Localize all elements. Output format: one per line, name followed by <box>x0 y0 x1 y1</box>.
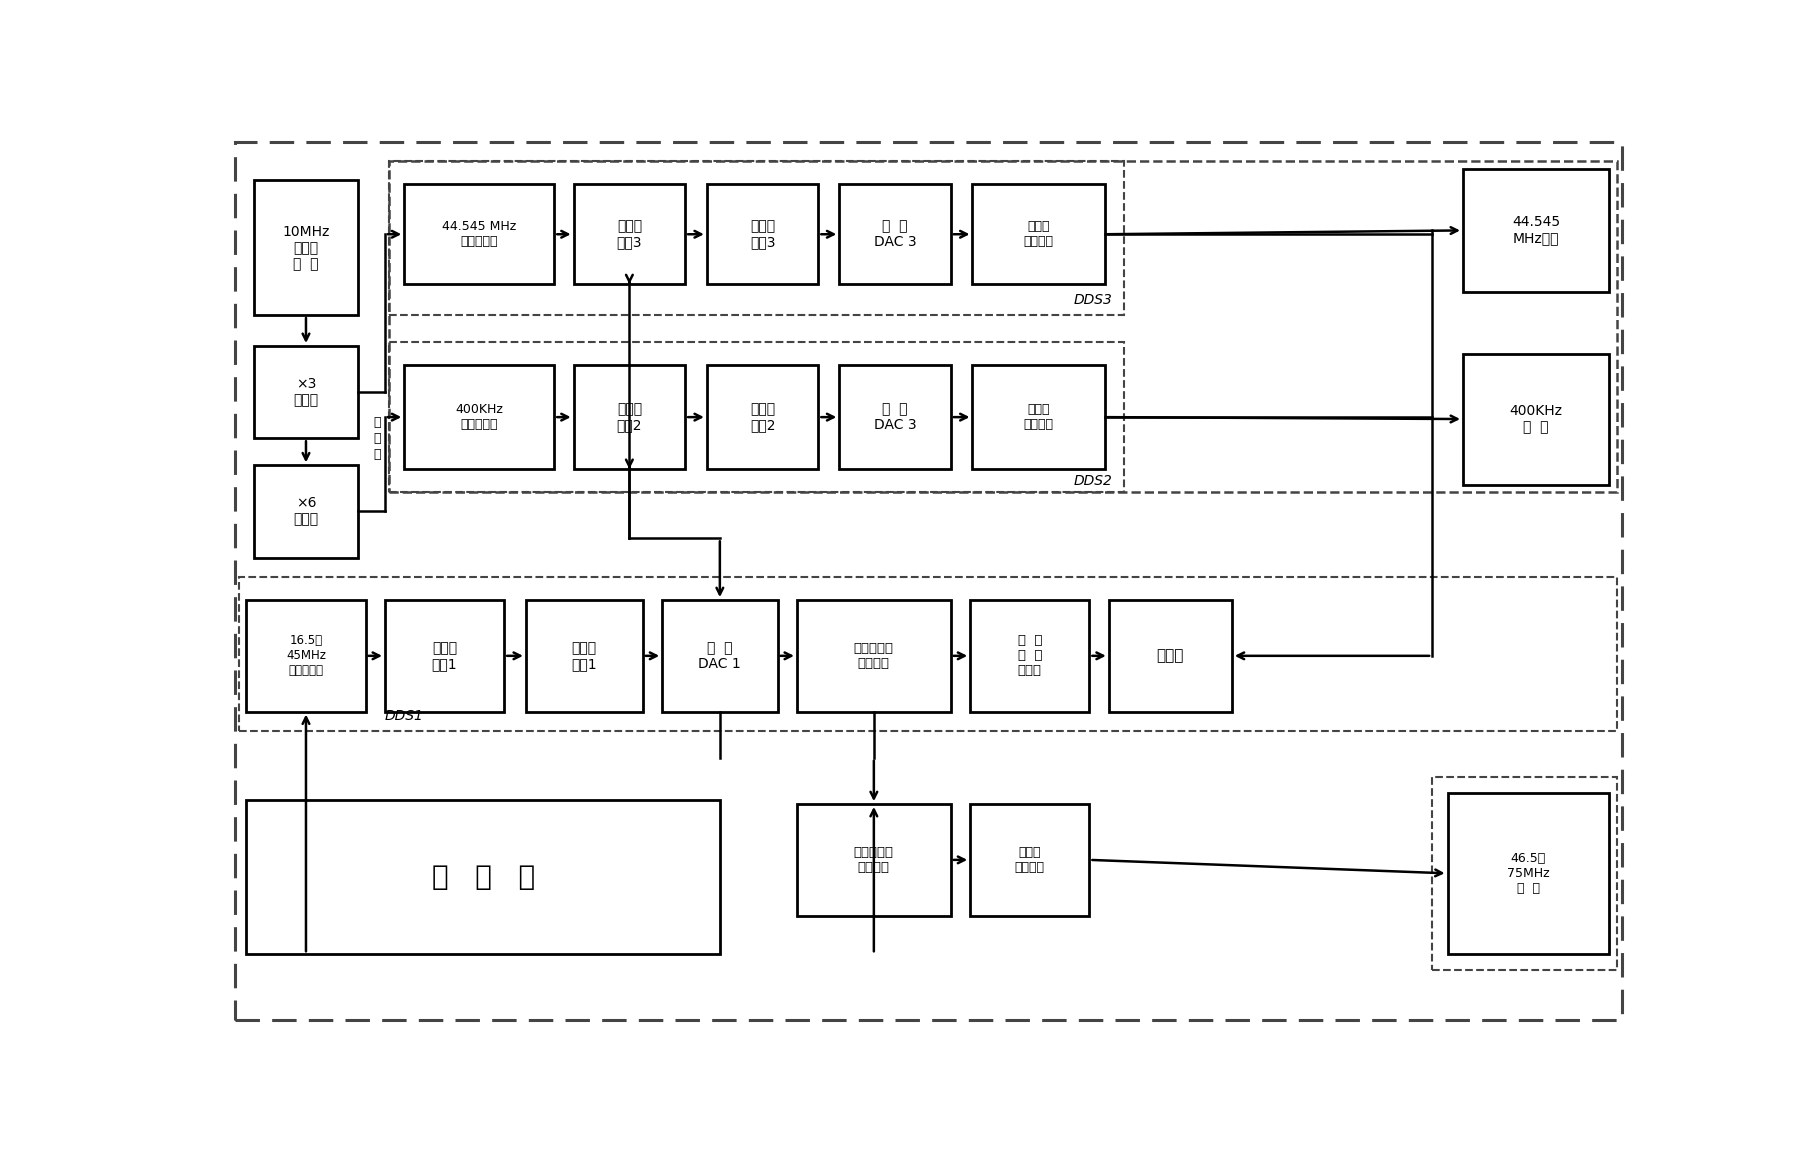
Bar <box>663 600 777 712</box>
Text: 400KHz
频率控制字: 400KHz 频率控制字 <box>455 404 503 431</box>
Bar <box>971 600 1090 712</box>
Text: 混频器: 混频器 <box>1157 649 1184 664</box>
Bar <box>404 184 554 284</box>
Text: 控   制   器: 控 制 器 <box>431 864 534 891</box>
Bar <box>797 600 951 712</box>
Text: 400KHz
输  出: 400KHz 输 出 <box>1510 404 1563 435</box>
Text: 正弦查
询表1: 正弦查 询表1 <box>572 641 598 670</box>
Text: 相位累
加器3: 相位累 加器3 <box>616 220 643 250</box>
Text: 46.5～
75MHz
输  出: 46.5～ 75MHz 输 出 <box>1507 852 1550 895</box>
Text: 跟踪滤波与
增益控制: 跟踪滤波与 增益控制 <box>853 846 895 874</box>
Bar <box>1447 792 1610 954</box>
Bar <box>386 600 503 712</box>
Text: ×6
倍频器: ×6 倍频器 <box>293 497 319 527</box>
Text: 缓冲与
幅度调节: 缓冲与 幅度调节 <box>1014 846 1045 874</box>
Text: ×3
倍频器: ×3 倍频器 <box>293 377 319 407</box>
Text: 倍
频
器: 倍 频 器 <box>373 416 380 461</box>
Bar <box>254 466 359 558</box>
Bar <box>404 366 554 469</box>
Text: 16.5～
45MHz
频率控制字: 16.5～ 45MHz 频率控制字 <box>286 635 326 677</box>
Bar <box>706 366 819 469</box>
Bar <box>1463 169 1610 292</box>
Bar <box>246 600 366 712</box>
Bar <box>1108 600 1231 712</box>
Bar <box>973 366 1105 469</box>
Text: 正弦查
询表2: 正弦查 询表2 <box>750 402 775 432</box>
Text: 相位累
加器2: 相位累 加器2 <box>616 402 643 432</box>
Text: 高  速
DAC 3: 高 速 DAC 3 <box>873 402 916 432</box>
Bar <box>246 800 719 954</box>
Bar <box>574 184 685 284</box>
Text: 高  速
DAC 1: 高 速 DAC 1 <box>699 641 741 670</box>
Bar <box>239 577 1617 731</box>
Bar <box>525 600 643 712</box>
Bar <box>838 366 951 469</box>
Bar <box>574 366 685 469</box>
Text: 缓冲与
幅度调节: 缓冲与 幅度调节 <box>1023 221 1054 248</box>
Text: 正弦查
询表3: 正弦查 询表3 <box>750 220 775 250</box>
Text: 跟踪滤波与
增益控制: 跟踪滤波与 增益控制 <box>853 642 895 669</box>
Text: 44.545 MHz
频率控制字: 44.545 MHz 频率控制字 <box>442 221 516 248</box>
Bar <box>254 181 359 315</box>
Text: 44.545
MHz输出: 44.545 MHz输出 <box>1512 215 1559 245</box>
Text: 缓冲与
幅度调节: 缓冲与 幅度调节 <box>1023 404 1054 431</box>
Text: DDS3: DDS3 <box>1074 293 1112 307</box>
Text: DDS2: DDS2 <box>1074 474 1112 489</box>
Bar <box>1433 777 1617 969</box>
Bar <box>389 161 1617 492</box>
Bar <box>389 342 1125 492</box>
Bar <box>797 804 951 915</box>
Text: 相位累
加器1: 相位累 加器1 <box>431 641 458 670</box>
Text: 10MHz
外同步
输  入: 10MHz 外同步 输 入 <box>283 224 330 271</box>
Bar <box>1463 353 1610 484</box>
Bar <box>973 184 1105 284</box>
Text: 宽  带
缓  冲
放大器: 宽 带 缓 冲 放大器 <box>1018 635 1041 677</box>
Bar <box>254 346 359 438</box>
Text: 高  速
DAC 3: 高 速 DAC 3 <box>873 220 916 250</box>
Bar <box>971 804 1090 915</box>
Text: DDS1: DDS1 <box>386 710 424 723</box>
Bar <box>706 184 819 284</box>
Bar <box>838 184 951 284</box>
Bar <box>389 161 1125 315</box>
